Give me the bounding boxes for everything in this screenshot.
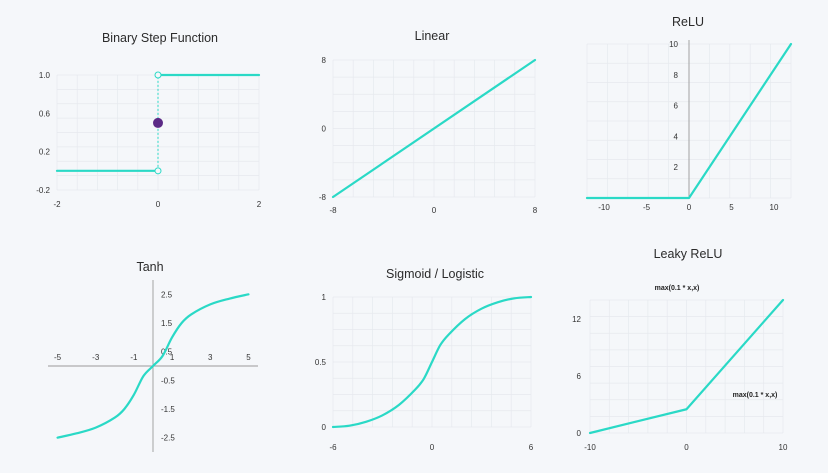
chart-title: Linear [415,29,450,43]
x-tick-label: -2 [53,200,61,209]
x-tick-label: -5 [643,203,651,212]
x-tick-label: -10 [598,203,610,212]
open-point [154,71,162,79]
chart-title: Binary Step Function [102,31,218,45]
y-tick-label: 0 [577,429,582,438]
y-tick-label: 2 [674,163,679,172]
x-tick-label: 5 [729,203,734,212]
y-tick-label: 6 [577,372,582,381]
series-line [331,295,533,429]
series-line [56,293,250,439]
x-tick-label: 2 [257,200,262,209]
x-tick-label: 10 [770,203,779,212]
y-tick-label: 0 [322,423,327,432]
x-tick-label: 6 [529,443,534,452]
annotation-right: max(0.1 * x,x) [733,392,778,399]
chart-title: Leaky ReLU [654,247,723,261]
relu-chart: ReLU -10 -5 0 5 10 2 4 6 8 10 [585,15,793,212]
midpoint-dot [153,117,163,128]
y-tick-label: 0 [322,125,327,134]
y-tick-label: 0.5 [161,348,173,357]
x-tick-label: 0 [430,443,435,452]
chart-title: Tanh [136,260,163,274]
x-tick-label: -6 [329,443,337,452]
y-tick-label: 8 [322,56,327,65]
plot-area [589,299,784,434]
x-tick-label: 3 [208,353,213,362]
x-tick-label: 5 [246,353,251,362]
y-tick-label: -0.2 [36,186,50,195]
x-tick-label: 0 [432,206,437,215]
y-tick-label: 0.2 [39,148,51,157]
x-tick-label: 0 [687,203,692,212]
y-tick-label: 1.0 [39,71,51,80]
x-tick-label: 1 [170,353,175,362]
y-tick-label: -1.5 [161,405,175,414]
y-tick-label: 12 [572,315,581,324]
y-tick-label: -0.5 [161,376,175,385]
y-tick-label: 0.5 [315,358,327,367]
x-tick-label: -8 [329,206,337,215]
y-tick-label: 2.5 [161,290,173,299]
x-tick-label: 0 [156,200,161,209]
y-tick-label: -2.5 [161,434,175,443]
series-line [588,298,785,435]
y-tick-label: 6 [674,102,679,111]
binary-step-chart: Binary Step Function -2 0 2 -0.2 0.2 0.6 1.0 [36,31,262,209]
y-tick-label: 1.5 [161,319,173,328]
x-tick-label: 10 [779,443,788,452]
x-tick-label: 8 [533,206,538,215]
y-tick-label: 8 [674,71,679,80]
x-tick-label: -3 [92,353,100,362]
x-tick-label: -5 [54,353,62,362]
sigmoid-chart: Sigmoid / Logistic -6 0 6 0 0.5 1 [315,267,534,452]
y-tick-label: 0.6 [39,109,51,118]
x-tick-label: -1 [130,353,138,362]
leaky-relu-chart: Leaky ReLU max(0.1 * x,x) max(0.1 * x,x)… [572,247,788,452]
chart-title: Sigmoid / Logistic [386,267,484,281]
tanh-chart: Tanh -5 -3 -1 1 3 5 2.5 1.5 0.5 -0.5 -1.5 -2.5 [48,260,258,452]
plot-area [586,40,792,199]
series-line [331,58,537,199]
y-tick-label: 1 [322,293,327,302]
y-tick-label: -8 [319,193,327,202]
y-tick-label: 10 [669,40,678,49]
annotation-top: max(0.1 * x,x) [655,285,700,292]
open-point [154,167,162,175]
plot-area [332,59,536,198]
x-tick-label: -10 [584,443,596,452]
y-tick-label: 4 [674,132,679,141]
linear-chart: Linear -8 0 8 -8 0 8 [319,29,538,215]
x-tick-label: 0 [684,443,689,452]
series-line [585,42,793,200]
chart-title: ReLU [672,15,704,29]
